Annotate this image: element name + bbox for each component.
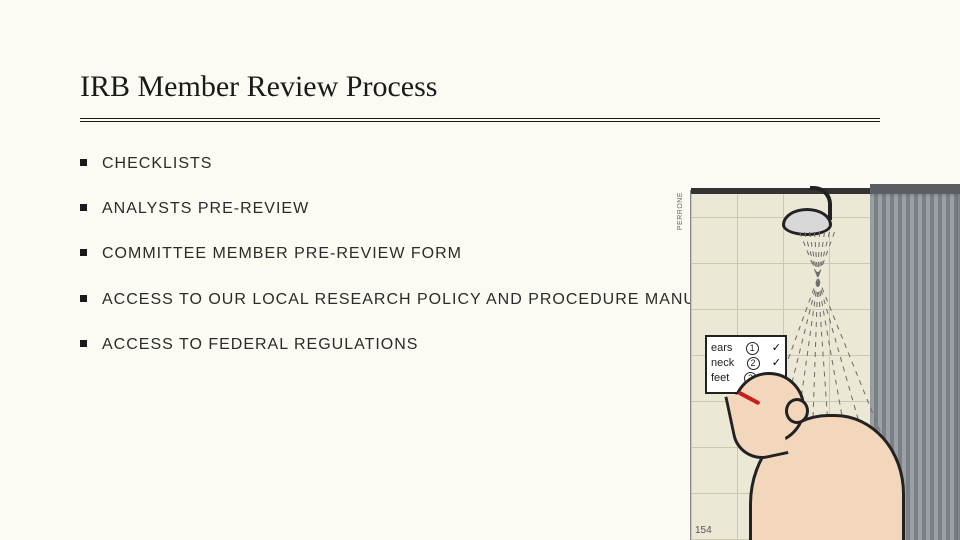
bullet-item: ANALYSTS PRE-REVIEW: [80, 197, 720, 220]
check-icon: ✓: [772, 356, 781, 371]
cartoon-checklist-row: neck 2 ✓: [711, 356, 781, 371]
title-rule: [80, 118, 880, 122]
bullet-item: ACCESS TO OUR LOCAL RESEARCH POLICY AND …: [80, 288, 720, 311]
cartoon-checklist-label: ears: [711, 341, 732, 356]
cartoon-credit: PERRONE: [677, 192, 684, 230]
bullet-item: ACCESS TO FEDERAL REGULATIONS: [80, 333, 720, 356]
cartoon-checklist-row: ears 1 ✓: [711, 341, 781, 356]
cartoon-showerhead: [776, 190, 826, 220]
cartoon-signature: 154: [695, 525, 712, 536]
cartoon-image: PERRONE ears 1 ✓ neck 2 ✓: [690, 190, 960, 540]
slide-title: IRB Member Review Process: [80, 70, 880, 104]
bullet-item: COMMITTEE MEMBER PRE-REVIEW FORM: [80, 242, 720, 265]
cartoon-checklist-label: neck: [711, 356, 734, 371]
bullet-item: CHECKLISTS: [80, 152, 720, 175]
slide: IRB Member Review Process CHECKLISTS ANA…: [0, 0, 960, 540]
check-icon: ✓: [772, 341, 781, 356]
cartoon-man: [729, 370, 889, 540]
cartoon-checklist-label: feet: [711, 371, 729, 386]
cartoon-checklist-num: 1: [746, 342, 759, 355]
bullet-list: CHECKLISTS ANALYSTS PRE-REVIEW COMMITTEE…: [80, 152, 720, 356]
cartoon-checklist-num: 2: [747, 357, 760, 370]
